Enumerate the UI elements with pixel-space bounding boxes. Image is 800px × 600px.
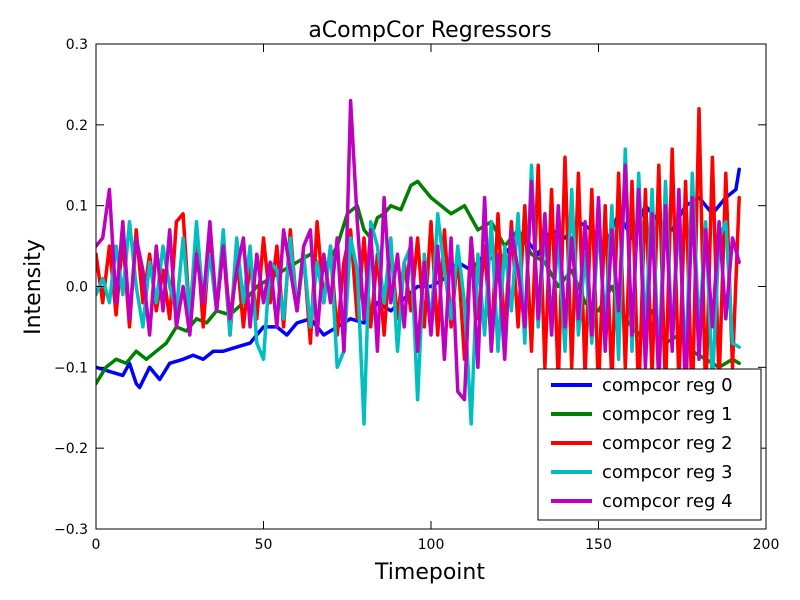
y-tick-label: 0.3 <box>66 37 88 53</box>
plot-lines <box>96 98 741 426</box>
x-axis-title: Timepoint <box>374 560 485 585</box>
legend-label-3: compcor reg 3 <box>602 462 733 483</box>
y-tick-label: 0.0 <box>66 280 88 296</box>
axes: 0 50 100 150 200 −0.3 −0.2 −0.1 0.0 0.1 0.2 0.3 <box>54 37 779 553</box>
legend-label-2: compcor reg 2 <box>602 433 733 454</box>
x-tick-label: 0 <box>92 537 101 553</box>
y-tick-label: 0.1 <box>66 199 88 215</box>
x-tick-label: 150 <box>585 537 612 553</box>
y-axis-title: Intensity <box>21 239 46 335</box>
legend-label-1: compcor reg 1 <box>602 404 733 425</box>
y-tick-label: −0.3 <box>54 522 88 538</box>
x-tick-label: 50 <box>255 537 273 553</box>
chart-title: aCompCor Regressors <box>308 18 551 43</box>
legend-label-4: compcor reg 4 <box>602 491 733 512</box>
y-tick-label: −0.1 <box>54 360 88 376</box>
legend-label-0: compcor reg 0 <box>602 375 733 396</box>
series-line-2 <box>96 106 741 410</box>
legend: compcor reg 0 compcor reg 1 compcor reg 2 c… <box>537 368 762 521</box>
y-tick-label: 0.2 <box>66 118 88 134</box>
x-tick-label: 100 <box>418 537 445 553</box>
y-tick-label: −0.2 <box>54 441 88 457</box>
x-tick-label: 200 <box>753 537 780 553</box>
series-line-4 <box>96 98 741 402</box>
